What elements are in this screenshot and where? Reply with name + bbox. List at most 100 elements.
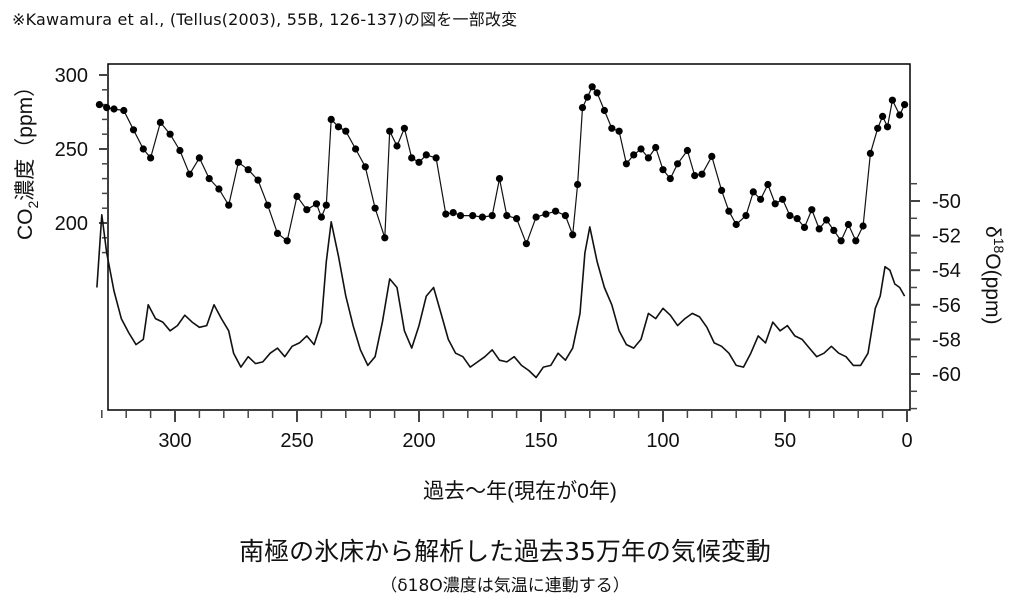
co2-point: [725, 207, 733, 215]
co2-point: [742, 212, 750, 220]
co2-point: [757, 195, 765, 203]
co2-point: [822, 216, 831, 224]
co2-point: [808, 206, 816, 214]
co2-point: [327, 115, 335, 123]
x-axis-label: 過去～年(現在が0年): [423, 480, 617, 503]
co2-point: [866, 149, 875, 157]
co2-point: [779, 195, 787, 203]
co2-point: [644, 154, 653, 162]
co2-point: [588, 83, 596, 91]
co2-point: [683, 146, 692, 155]
co2-point: [234, 158, 242, 166]
co2-point: [830, 226, 838, 234]
co2-point: [371, 204, 379, 212]
x-axis-ticks: 300 250 200 150 100 50 0: [101, 410, 913, 452]
right-axis-label-rest: O(ppm): [981, 253, 1004, 324]
co2-point: [244, 166, 252, 174]
co2-point: [561, 212, 570, 220]
co2-point: [749, 188, 757, 196]
right-tick-label: -60: [932, 364, 961, 386]
co2-point: [615, 127, 623, 135]
co2-point: [205, 175, 213, 183]
co2-point: [103, 104, 111, 112]
co2-point: [522, 240, 531, 248]
co2-point: [225, 201, 233, 209]
co2-point: [322, 201, 330, 209]
co2-point: [156, 118, 164, 126]
x-tick-label: 200: [402, 430, 435, 452]
co2-point: [342, 127, 350, 135]
co2-point: [879, 112, 887, 120]
co2-point: [637, 145, 645, 153]
co2-series: [95, 83, 909, 248]
co2-point: [793, 215, 801, 223]
co2-point: [815, 225, 823, 233]
co2-point: [718, 186, 726, 194]
co2-point: [569, 231, 577, 239]
co2-point: [771, 200, 779, 208]
co2-point: [215, 185, 223, 193]
co2-point: [503, 212, 511, 220]
left-axis-label: CO2濃度（ppm）: [14, 76, 41, 240]
co2-point: [393, 142, 401, 150]
co2-point: [352, 145, 360, 153]
co2-point: [852, 237, 860, 245]
co2-point: [859, 222, 867, 230]
co2-point: [593, 89, 601, 97]
d18o-line: [96, 214, 906, 379]
co2-point: [449, 209, 457, 217]
co2-point: [254, 176, 262, 184]
co2-point: [415, 158, 423, 166]
co2-point: [888, 96, 897, 104]
co2-point: [317, 213, 325, 221]
co2-point: [622, 160, 631, 168]
co2-point: [583, 93, 592, 101]
co2-point: [652, 143, 660, 152]
co2-point: [844, 220, 853, 229]
co2-point: [883, 123, 892, 131]
co2-point: [95, 101, 103, 109]
x-tick-label: 0: [901, 430, 912, 452]
co2-point: [361, 163, 369, 171]
co2-point: [542, 210, 550, 218]
co2-point: [708, 152, 716, 160]
co2-point: [176, 146, 184, 155]
co2-point: [381, 234, 389, 242]
left-axis-label-rest: 濃度（ppm）: [14, 76, 37, 201]
left-axis-label-main: CO: [14, 209, 37, 241]
co2-point: [837, 237, 845, 245]
co2-point: [166, 130, 174, 138]
right-tick-label: -58: [932, 329, 961, 351]
right-axis-label: δ18O(ppm): [981, 226, 1007, 324]
co2-point: [469, 212, 477, 220]
left-tick-label: 300: [55, 65, 88, 87]
co2-point: [139, 145, 147, 153]
co2-point: [732, 220, 740, 229]
caption-subtitle: （δ18O濃度は気温に連動する）: [380, 576, 630, 596]
co2-point: [273, 229, 282, 237]
co2-point: [874, 124, 882, 132]
co2-point: [659, 166, 667, 174]
co2-point: [764, 180, 772, 189]
right-tick-label: -52: [932, 226, 961, 248]
co2-line: [99, 86, 906, 245]
right-tick-label: -54: [932, 260, 961, 282]
right-axis-ticks: -50 -52 -54 -56 -58 -60: [910, 182, 961, 410]
x-tick-label: 50: [774, 430, 796, 452]
co2-point: [110, 105, 118, 113]
co2-point: [513, 215, 521, 223]
right-tick-label: -50: [932, 191, 961, 213]
co2-point: [630, 151, 638, 159]
x-tick-label: 100: [646, 430, 679, 452]
co2-point: [422, 151, 430, 159]
co2-point: [901, 101, 909, 109]
co2-point: [195, 154, 203, 162]
x-tick-label: 150: [524, 430, 557, 452]
co2-point: [120, 106, 128, 115]
x-tick-label: 300: [158, 430, 191, 452]
co2-point: [400, 124, 408, 132]
co2-point: [578, 104, 587, 112]
co2-point: [293, 192, 301, 200]
right-tick-label: -56: [932, 295, 961, 317]
